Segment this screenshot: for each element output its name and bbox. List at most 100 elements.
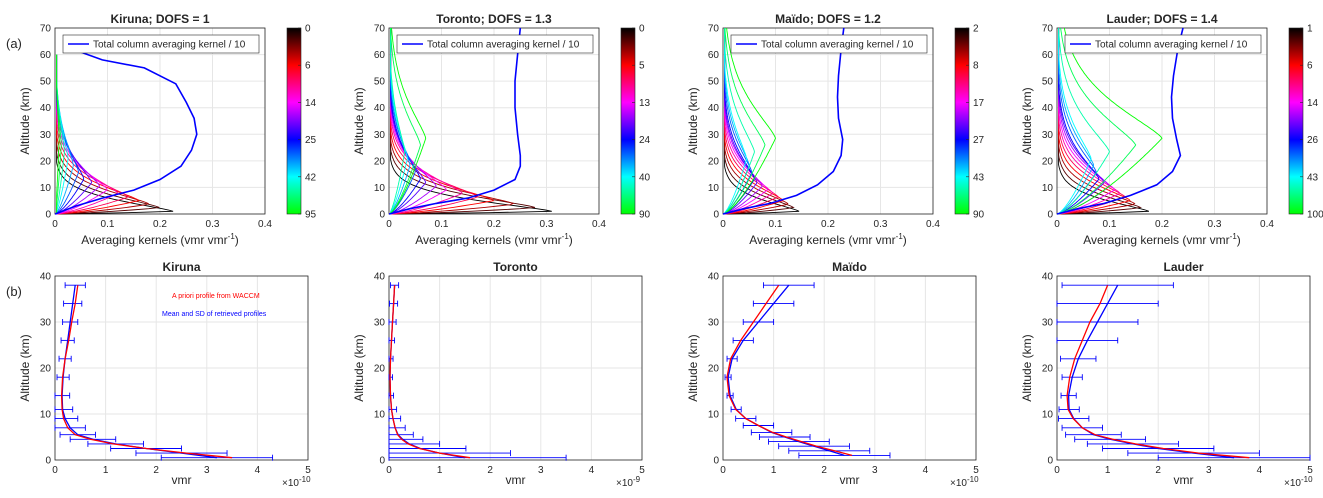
top-panel-1-kernel-line: [56, 54, 60, 214]
top-panel-2-xtick-label: 0.3: [540, 219, 554, 230]
top-panel-2-kernels: [390, 27, 552, 215]
top-panel-1-kernels: [56, 54, 174, 215]
bottom-panel-4-xtick-label: 2: [1155, 465, 1161, 476]
top-panel-3-kernel-line: [724, 27, 766, 215]
top-panel-4-colorbar-label: 6: [1307, 61, 1313, 72]
top-panel-3-legend-box: [730, 34, 928, 54]
top-panel-1-xtick-label: 0: [52, 219, 58, 230]
top-panel-2-ytick-label: 20: [374, 156, 386, 167]
bottom-panel-4-axes-box: [1056, 275, 1311, 461]
top-panel-3-kernel-line: [724, 28, 755, 215]
bottom-panel-4-xtick-label: 5: [1307, 465, 1313, 476]
bottom-panel-1-xlabel: vmr: [172, 473, 192, 487]
top-panel-1-ytick-label: 60: [40, 50, 52, 61]
top-panel-3-colorbar-label: 90: [973, 210, 985, 221]
top-panel-1-xtick-label: 0.1: [101, 219, 115, 230]
bottom-panel-2-xtick-label: 5: [639, 465, 645, 476]
top-panel-2-xtick-label: 0.2: [487, 219, 501, 230]
top-panel-3-title: Maïdo; DOFS = 1.2: [775, 12, 881, 26]
top-panel-1-title: Kiruna; DOFS = 1: [110, 12, 209, 26]
top-panel-3-xtick-label: 0.2: [821, 219, 835, 230]
top-panel-2-colorbar-label: 0: [639, 24, 645, 35]
bottom-panel-2-xtick-label: 1: [437, 465, 443, 476]
bottom-panel-1-ylabel: Altitude (km): [18, 334, 32, 401]
bottom-panel-3-axes-box: [722, 275, 977, 461]
bottom-panel-1-ytick-label: 0: [45, 456, 51, 467]
bottom-panel-2-ytick-label: 30: [374, 318, 386, 329]
bottom-panel-1-ytick-label: 10: [40, 410, 52, 421]
top-panel-3-ytick-label: 10: [708, 183, 720, 194]
top-panel-3-colorbar-label: 17: [973, 98, 985, 109]
top-panel-2-colorbar: [620, 27, 636, 215]
top-panel-2-legend-label: Total column averaging kernel / 10: [427, 40, 580, 51]
top-panel-3-colorbar-label: 2: [973, 24, 979, 35]
bottom-panel-2-axes-box: [388, 275, 643, 461]
top-panel-3-ytick-label: 40: [708, 103, 720, 114]
bottom-panel-2-apriori-line: [389, 285, 471, 459]
bottom-panel-2-xtick-label: 3: [538, 465, 544, 476]
top-panel-4-colorbar-label: 14: [1307, 98, 1319, 109]
top-panel-4-ytick-label: 30: [1042, 130, 1054, 141]
bottom-panel-4-ytick-label: 20: [1042, 364, 1054, 375]
bottom-panel-2-title: Toronto: [493, 260, 537, 274]
bottom-panel-4-apriori-line: [1066, 284, 1250, 459]
top-panel-4-xtick-label: 0: [1054, 219, 1060, 230]
bottom-panel-2-ytick-label: 10: [374, 410, 386, 421]
bottom-panel-3-xtick-label: 4: [923, 465, 929, 476]
top-panel-4-xtick-label: 0.1: [1103, 219, 1117, 230]
top-panel-1-colorbar-label: 42: [305, 172, 317, 183]
top-panel-3-colorbar-label: 43: [973, 172, 985, 183]
top-panel-3-xtick-label: 0.1: [769, 219, 783, 230]
bottom-panel-3-ylabel: Altitude (km): [686, 334, 700, 401]
bottom-panel-2-ytick-label: 20: [374, 364, 386, 375]
top-panel-2-kernel-line: [390, 27, 427, 215]
bottom-panel-1-ytick-label: 40: [40, 272, 52, 283]
top-panel-1-colorbar-label: 0: [305, 24, 311, 35]
top-panel-2-axes-box: [388, 27, 600, 215]
bottom-panel-4-ytick-label: 10: [1042, 410, 1054, 421]
top-panel-3-kernel-line: [724, 27, 776, 215]
top-panel-4-xtick-label: 0.4: [1260, 219, 1274, 230]
top-panel-4-kernel-line: [1058, 28, 1092, 215]
top-panel-3-xtick-label: 0: [720, 219, 726, 230]
top-panel-1-legend-box: [62, 34, 260, 54]
top-panel-2-total-column-line: [388, 27, 522, 215]
bottom-panel-2-xlabel: vmr: [506, 473, 526, 487]
top-panel-2-ytick-label: 30: [374, 130, 386, 141]
top-panel-3-ytick-label: 30: [708, 130, 720, 141]
top-panel-1-ytick-label: 20: [40, 156, 52, 167]
top-panel-4-ytick-label: 70: [1042, 24, 1054, 35]
top-panel-4-ytick-label: 60: [1042, 50, 1054, 61]
top-panel-3-ytick-label: 20: [708, 156, 720, 167]
bottom-panel-2-ytick-label: 0: [379, 456, 385, 467]
top-panel-1-legend-label: Total column averaging kernel / 10: [93, 40, 246, 51]
top-panel-4-axes-box: [1056, 27, 1268, 215]
bottom-panel-3-xtick-label: 5: [973, 465, 979, 476]
bottom-panel-3-xtick-label: 0: [720, 465, 726, 476]
bottom-panel-2-ytick-label: 40: [374, 272, 386, 283]
top-panel-3-kernels: [724, 27, 800, 215]
bottom-panel-4-xlabel: vmr: [1174, 473, 1194, 487]
bottom-panel-1-retrieved-label: Mean and SD of retrieved profiles: [162, 311, 267, 318]
top-panel-2-ytick-label: 50: [374, 77, 386, 88]
top-panel-1-colorbar-label: 25: [305, 135, 317, 146]
top-panel-4-ylabel: Altitude (km): [1020, 87, 1034, 154]
bottom-panel-1-ytick-label: 30: [40, 318, 52, 329]
bottom-panel-1-xtick-label: 4: [255, 465, 261, 476]
top-panel-1-xtick-label: 0.3: [206, 219, 220, 230]
top-panel-4-colorbar-label: 26: [1307, 135, 1319, 146]
top-panel-4-colorbar-label: 100: [1307, 210, 1323, 221]
top-panel-3-ytick-label: 70: [708, 24, 720, 35]
top-panel-3-xtick-label: 0.3: [874, 219, 888, 230]
top-panel-4-kernels: [1058, 27, 1163, 215]
bottom-panel-4-xtick-label: 1: [1105, 465, 1111, 476]
top-panel-1-colorbar-label: 95: [305, 210, 317, 221]
top-panel-4-ytick-label: 50: [1042, 77, 1054, 88]
top-panel-2-colorbar-label: 5: [639, 61, 645, 72]
bottom-panel-1-xtick-label: 5: [305, 465, 311, 476]
top-panel-2-ytick-label: 40: [374, 103, 386, 114]
bottom-panel-4-xtick-label: 0: [1054, 465, 1060, 476]
top-panel-3-ytick-label: 50: [708, 77, 720, 88]
top-panel-2-ylabel: Altitude (km): [352, 87, 366, 154]
